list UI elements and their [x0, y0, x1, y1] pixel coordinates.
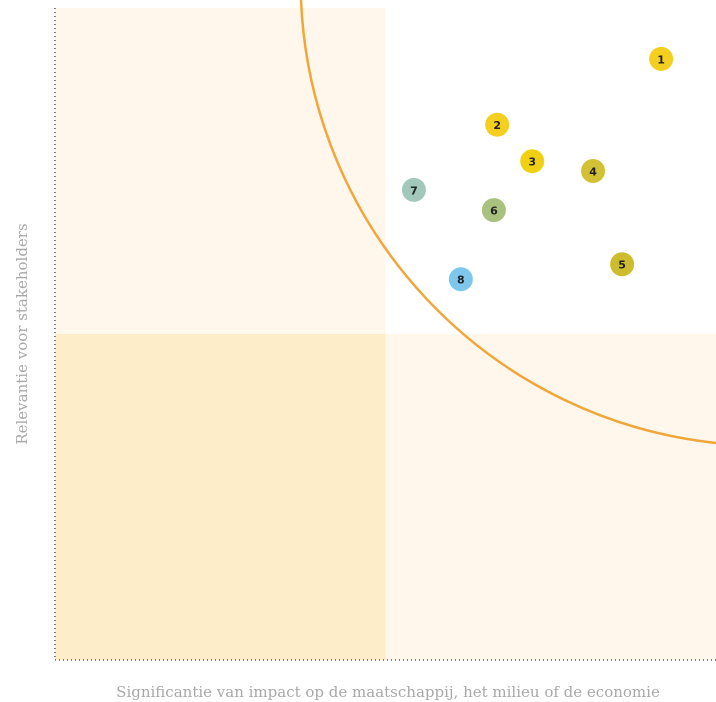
quadrant: [385, 334, 716, 660]
point: [581, 159, 606, 183]
x-axis-label: Significantie van impact op de maatschap…: [116, 683, 660, 701]
point-label: 5: [618, 259, 626, 272]
point-label: 1: [657, 53, 665, 66]
point: [448, 267, 473, 292]
point: [520, 149, 545, 174]
point-label: 3: [528, 156, 536, 169]
point-label: 2: [493, 119, 501, 132]
point: [649, 46, 674, 71]
threshold-curve: [299, 0, 716, 445]
quadrant: [55, 334, 386, 660]
point-label: 7: [410, 184, 418, 197]
point: [610, 252, 635, 277]
point: [485, 112, 510, 137]
point-label: 6: [490, 205, 498, 218]
point-label: 4: [589, 166, 597, 179]
point-label: 8: [457, 274, 465, 287]
y-axis-label: Relevantie voor stakeholders: [13, 223, 31, 444]
point: [401, 177, 426, 202]
quadrant: [55, 8, 386, 334]
point: [481, 198, 506, 223]
